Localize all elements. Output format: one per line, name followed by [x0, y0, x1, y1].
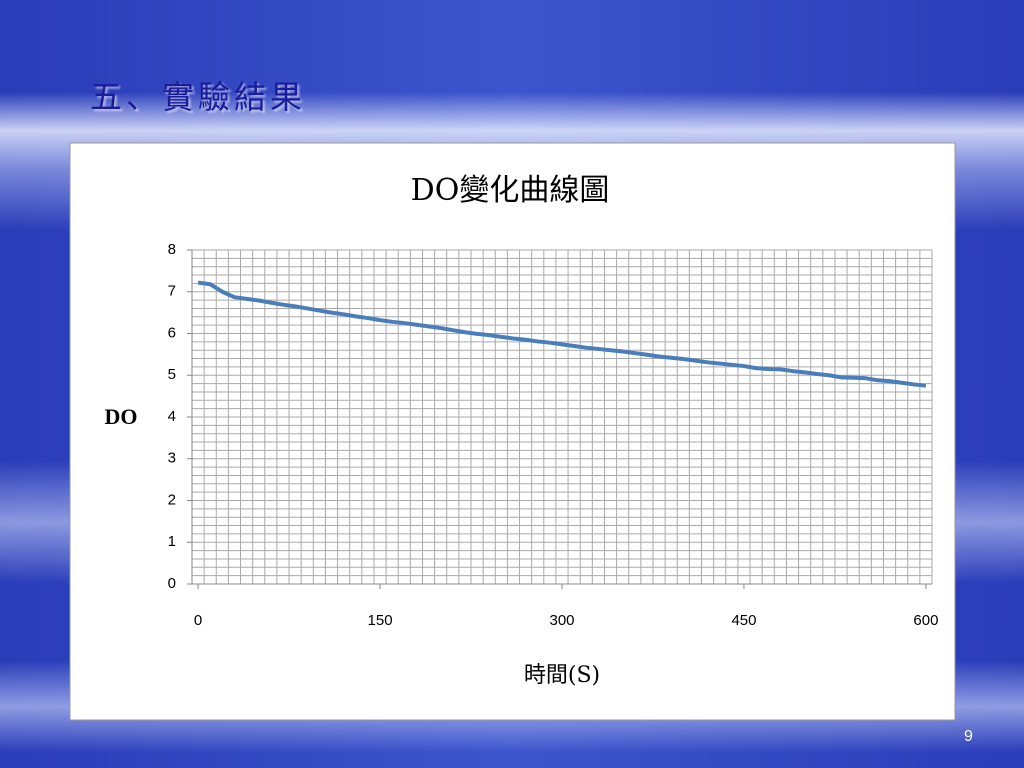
y-tick-label: 6 — [168, 324, 176, 341]
y-tick-label: 1 — [168, 533, 176, 550]
y-tick-label: 0 — [168, 575, 176, 592]
x-tick-label: 450 — [731, 612, 756, 629]
chart-title: DO變化曲線圖 — [411, 173, 610, 208]
y-tick-label: 5 — [168, 366, 176, 383]
y-tick-label: 2 — [168, 491, 176, 508]
page-number: 9 — [964, 728, 973, 745]
y-tick-label: 7 — [168, 283, 176, 300]
x-axis-label: 時間(S) — [524, 663, 600, 688]
y-tick-label: 8 — [168, 241, 176, 258]
y-axis-label: DO — [105, 404, 138, 429]
chart-area — [69, 142, 956, 721]
y-tick-label: 3 — [168, 450, 176, 467]
y-tick-label: 4 — [168, 408, 176, 425]
slide-title: 五、實驗結果 — [90, 78, 307, 116]
data-line — [197, 280, 927, 388]
x-tick-label: 0 — [194, 612, 202, 629]
x-tick-label: 150 — [368, 612, 393, 629]
x-tick-label: 600 — [913, 612, 938, 629]
x-tick-label: 300 — [549, 612, 574, 629]
